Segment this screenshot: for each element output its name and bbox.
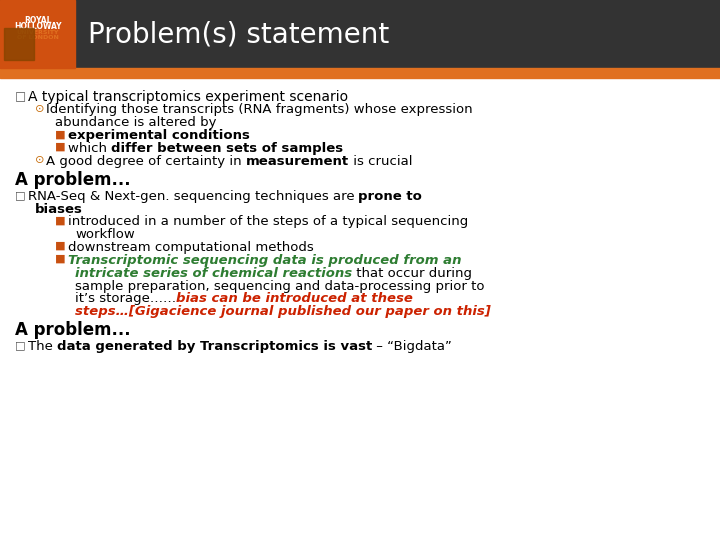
Text: workflow: workflow [75,228,135,241]
Text: A good degree of certainty in: A good degree of certainty in [46,155,246,168]
Text: □: □ [15,190,26,200]
Text: Transcriptomic sequencing data is produced from an: Transcriptomic sequencing data is produc… [68,254,461,267]
Text: ⊙: ⊙ [35,155,45,165]
Text: □: □ [15,340,26,350]
Text: ■: ■ [55,241,66,251]
Text: intricate series of chemical reactions: intricate series of chemical reactions [75,267,352,280]
Text: bias can be introduced at these: bias can be introduced at these [176,293,413,306]
Text: A problem...: A problem... [15,171,130,188]
Text: ■: ■ [55,142,66,152]
Text: – “Bigdata”: – “Bigdata” [372,340,452,353]
Text: measurement: measurement [246,155,349,168]
Text: OF LONDON: OF LONDON [17,35,59,40]
Text: it’s storage……: it’s storage…… [75,293,176,306]
Text: ⊙: ⊙ [35,104,45,113]
Text: ROYAL: ROYAL [24,16,52,25]
Text: The: The [27,340,57,353]
Text: ■: ■ [55,215,66,226]
Text: which: which [68,142,111,155]
Text: biases: biases [35,202,83,215]
Text: that occur during: that occur during [352,267,472,280]
Bar [0,68,720,78]
Text: A problem...: A problem... [15,321,130,339]
Text: abundance is altered by: abundance is altered by [55,116,217,129]
Text: data generated by Transcriptomics is vast: data generated by Transcriptomics is vas… [57,340,372,353]
Text: sample preparation, sequencing and data-processing prior to: sample preparation, sequencing and data-… [75,280,485,293]
Text: is crucial: is crucial [349,155,413,168]
Text: A typical transcriptomics experiment scenario: A typical transcriptomics experiment sce… [28,90,348,104]
Text: ■: ■ [55,254,66,264]
Text: differ between sets of samples: differ between sets of samples [111,142,343,155]
Text: downstream computational methods: downstream computational methods [68,241,313,254]
Text: steps…[Gigacience journal published our paper on this]: steps…[Gigacience journal published our … [75,305,491,318]
Text: HOLLOWAY: HOLLOWAY [14,22,62,31]
Text: UNIVERSITY: UNIVERSITY [17,30,59,35]
Text: □: □ [15,90,26,103]
Text: prone to: prone to [359,190,423,203]
Text: Identifying those transcripts (RNA fragments) whose expression: Identifying those transcripts (RNA fragm… [46,104,473,117]
Text: experimental conditions: experimental conditions [68,129,250,142]
Bar [0,0,720,68]
Text: introduced in a number of the steps of a typical sequencing: introduced in a number of the steps of a… [68,215,468,228]
Text: ■: ■ [55,129,66,139]
Bar [4,28,34,60]
Bar [0,0,75,68]
Text: Problem(s) statement: Problem(s) statement [88,20,390,48]
Text: RNA-Seq & Next-gen. sequencing techniques are: RNA-Seq & Next-gen. sequencing technique… [27,190,359,203]
